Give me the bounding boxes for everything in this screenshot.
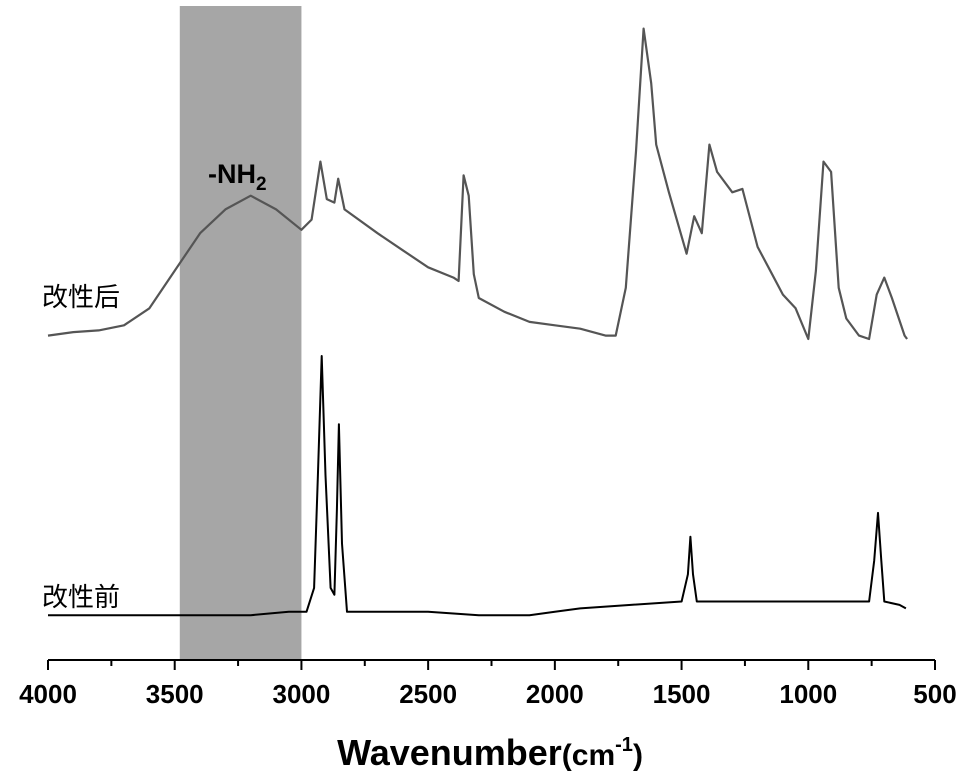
series-label-1: 改性后 (42, 283, 120, 313)
nh2-band-group: -NH2 (180, 6, 302, 660)
x-tick-label: 3000 (273, 679, 331, 709)
series-line-1 (48, 29, 907, 339)
x-axis-title-unit-sup: -1 (615, 734, 633, 756)
x-tick-label: 3500 (146, 679, 204, 709)
x-tick-label: 1000 (779, 679, 837, 709)
x-tick-label: 2500 (399, 679, 457, 709)
x-tick-label: 500 (913, 679, 956, 709)
x-tick-label: 4000 (19, 679, 77, 709)
x-axis-title: Wavenumber(cm-1) (337, 732, 643, 773)
nh2-label-subscript: 2 (256, 174, 267, 195)
x-tick-label: 1500 (653, 679, 711, 709)
x-axis-title-unit-close: ) (633, 739, 643, 772)
x-axis: 4000 3500 3000 2500 2000 1500 1000 500 (19, 660, 957, 709)
series-label-2: 改性前 (42, 583, 120, 613)
series-line-2 (48, 356, 906, 615)
nh2-label-main: -NH (208, 159, 256, 189)
x-axis-title-unit: (cm (562, 739, 615, 772)
x-tick-label: 2000 (526, 679, 584, 709)
series-group (48, 29, 907, 616)
nh2-highlight-band (180, 6, 302, 660)
x-axis-title-main: Wavenumber (337, 732, 562, 773)
